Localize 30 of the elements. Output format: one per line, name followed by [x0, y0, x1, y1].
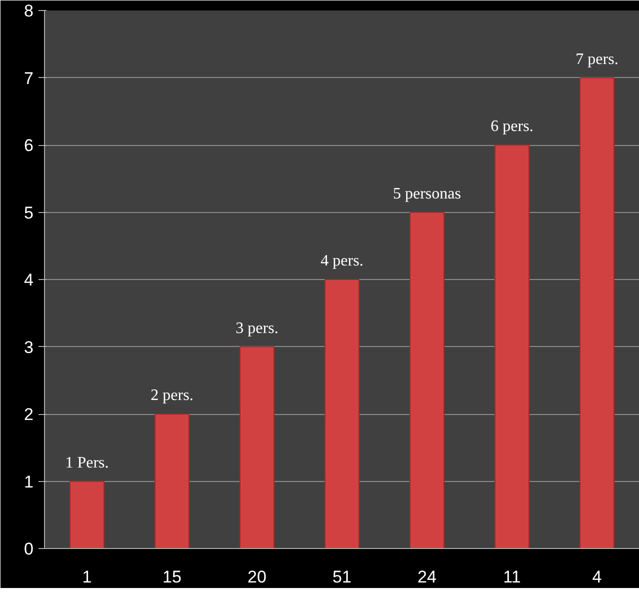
data-label: 1 Pers.: [65, 454, 109, 472]
bar: [580, 77, 614, 548]
y-tick-label: 1: [24, 472, 34, 492]
x-tick-label: 15: [162, 568, 182, 586]
x-tick-label: 4: [592, 568, 602, 586]
x-tick-label: 24: [418, 568, 436, 586]
bar: [494, 144, 530, 548]
x-tick-label: 1: [82, 568, 92, 586]
y-tick-label: 7: [24, 68, 34, 88]
data-label: 5 personas: [393, 185, 461, 202]
bar: [154, 414, 190, 548]
data-label: 3 pers.: [236, 320, 278, 337]
y-tick-label: 3: [24, 338, 34, 357]
y-tick-label: 8: [24, 2, 34, 20]
y-tick-label: 4: [24, 270, 34, 290]
bar: [324, 279, 360, 548]
x-tick-label: 51: [332, 568, 352, 586]
data-label: 7 pers.: [576, 50, 618, 68]
y-tick-label: 5: [24, 203, 34, 222]
x-tick-label: 20: [248, 568, 266, 586]
bar: [70, 480, 104, 548]
y-tick-label: 6: [24, 136, 34, 155]
data-label: 4 pers.: [320, 252, 364, 270]
y-tick-label: 0: [24, 540, 34, 558]
bar: [410, 212, 444, 548]
bar: [240, 346, 274, 548]
x-tick-label: 11: [503, 568, 521, 586]
data-label: 6 pers.: [490, 118, 534, 135]
y-tick-label: 2: [24, 405, 34, 424]
data-label: 2 pers.: [150, 387, 194, 404]
